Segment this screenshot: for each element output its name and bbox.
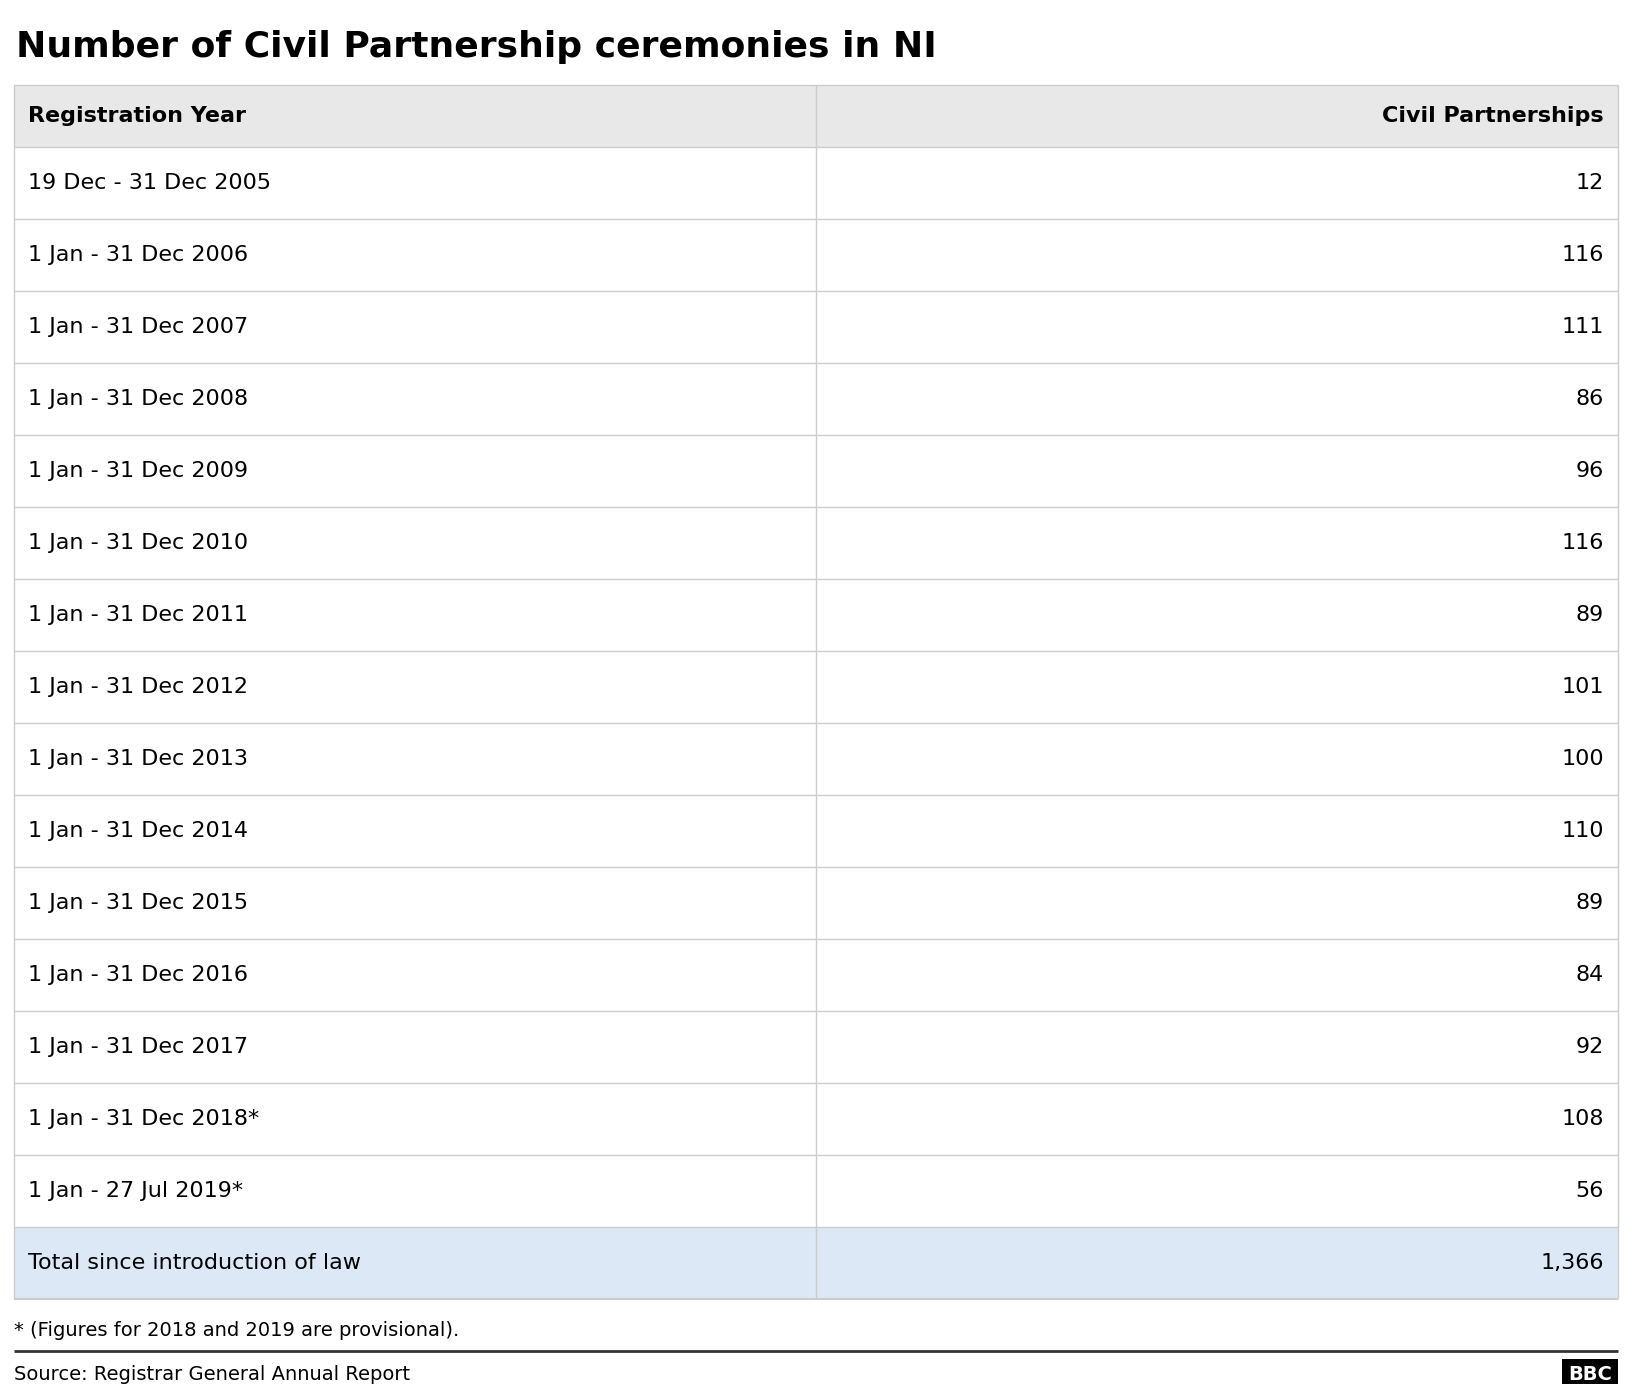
Text: 1 Jan - 31 Dec 2009: 1 Jan - 31 Dec 2009 bbox=[28, 461, 248, 482]
Bar bbox=[15, 84, 1617, 147]
Text: 108: 108 bbox=[1562, 1109, 1604, 1129]
Text: 116: 116 bbox=[1562, 245, 1604, 264]
Text: 110: 110 bbox=[1562, 821, 1604, 841]
Text: 96: 96 bbox=[1577, 461, 1604, 482]
Bar bbox=[15, 1084, 1617, 1156]
Text: 12: 12 bbox=[1577, 173, 1604, 192]
Text: BBC: BBC bbox=[1568, 1365, 1612, 1384]
Text: 1 Jan - 31 Dec 2017: 1 Jan - 31 Dec 2017 bbox=[28, 1037, 248, 1057]
Bar bbox=[15, 866, 1617, 938]
Text: 101: 101 bbox=[1562, 677, 1604, 698]
Text: Registration Year: Registration Year bbox=[28, 107, 246, 126]
Bar bbox=[15, 435, 1617, 507]
Text: Number of Civil Partnership ceremonies in NI: Number of Civil Partnership ceremonies i… bbox=[16, 30, 937, 65]
Text: 89: 89 bbox=[1577, 605, 1604, 626]
Bar bbox=[15, 219, 1617, 291]
Bar bbox=[15, 507, 1617, 579]
Text: 19 Dec - 31 Dec 2005: 19 Dec - 31 Dec 2005 bbox=[28, 173, 271, 192]
Text: 56: 56 bbox=[1575, 1181, 1604, 1201]
Text: 1 Jan - 31 Dec 2010: 1 Jan - 31 Dec 2010 bbox=[28, 533, 248, 554]
Text: 92: 92 bbox=[1577, 1037, 1604, 1057]
Text: 1 Jan - 31 Dec 2018*: 1 Jan - 31 Dec 2018* bbox=[28, 1109, 259, 1129]
Text: Civil Partnerships: Civil Partnerships bbox=[1382, 107, 1604, 126]
Text: 1 Jan - 31 Dec 2007: 1 Jan - 31 Dec 2007 bbox=[28, 317, 248, 336]
Text: 116: 116 bbox=[1562, 533, 1604, 554]
Text: 1 Jan - 31 Dec 2016: 1 Jan - 31 Dec 2016 bbox=[28, 965, 248, 985]
Text: Source: Registrar General Annual Report: Source: Registrar General Annual Report bbox=[15, 1365, 410, 1384]
Bar bbox=[15, 938, 1617, 1010]
Text: 1 Jan - 31 Dec 2012: 1 Jan - 31 Dec 2012 bbox=[28, 677, 248, 698]
Text: 89: 89 bbox=[1577, 893, 1604, 913]
Text: 111: 111 bbox=[1562, 317, 1604, 336]
Bar bbox=[15, 291, 1617, 363]
Text: 1 Jan - 27 Jul 2019*: 1 Jan - 27 Jul 2019* bbox=[28, 1181, 243, 1201]
Text: 1 Jan - 31 Dec 2013: 1 Jan - 31 Dec 2013 bbox=[28, 749, 248, 770]
Bar bbox=[15, 1010, 1617, 1084]
Bar bbox=[15, 363, 1617, 435]
Text: 84: 84 bbox=[1577, 965, 1604, 985]
Text: 100: 100 bbox=[1562, 749, 1604, 770]
Bar bbox=[15, 650, 1617, 722]
Bar bbox=[15, 147, 1617, 219]
Text: * (Figures for 2018 and 2019 are provisional).: * (Figures for 2018 and 2019 are provisi… bbox=[15, 1320, 459, 1340]
Text: 1,366: 1,366 bbox=[1541, 1253, 1604, 1273]
Bar bbox=[15, 722, 1617, 794]
Text: 1 Jan - 31 Dec 2008: 1 Jan - 31 Dec 2008 bbox=[28, 389, 248, 410]
Bar bbox=[15, 1228, 1617, 1300]
Text: 1 Jan - 31 Dec 2011: 1 Jan - 31 Dec 2011 bbox=[28, 605, 248, 626]
Text: Total since introduction of law: Total since introduction of law bbox=[28, 1253, 361, 1273]
Text: 86: 86 bbox=[1577, 389, 1604, 410]
Bar bbox=[15, 579, 1617, 650]
Text: 1 Jan - 31 Dec 2015: 1 Jan - 31 Dec 2015 bbox=[28, 893, 248, 913]
Text: 1 Jan - 31 Dec 2006: 1 Jan - 31 Dec 2006 bbox=[28, 245, 248, 264]
Text: 1 Jan - 31 Dec 2014: 1 Jan - 31 Dec 2014 bbox=[28, 821, 248, 841]
Bar bbox=[15, 794, 1617, 866]
Bar bbox=[15, 1156, 1617, 1228]
